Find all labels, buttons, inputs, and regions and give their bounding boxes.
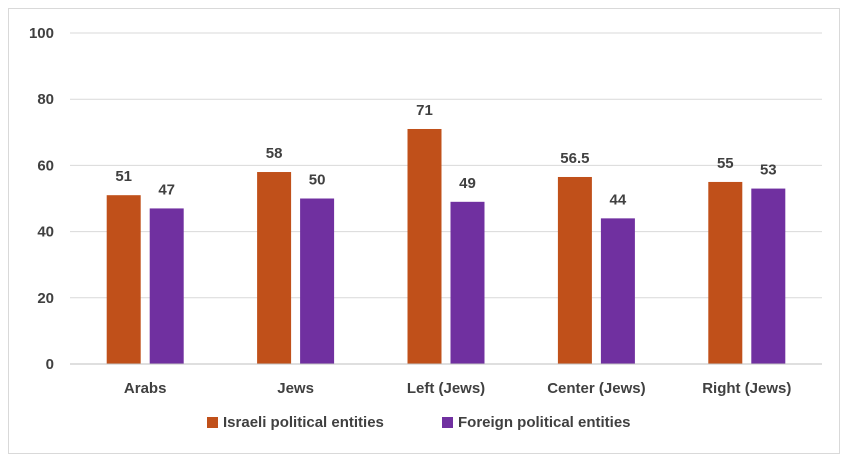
- bar-foreign-2: [450, 201, 485, 364]
- data-label: 71: [416, 102, 433, 119]
- bar-israeli-0: [106, 195, 141, 364]
- x-category-label: Center (Jews): [547, 380, 645, 397]
- y-tick-label: 0: [46, 356, 54, 373]
- data-label: 53: [760, 162, 777, 179]
- data-label: 58: [266, 145, 283, 162]
- legend-swatch: [442, 417, 453, 428]
- data-label: 49: [459, 175, 476, 192]
- bar-israeli-1: [257, 172, 292, 364]
- data-label: 55: [717, 155, 734, 172]
- x-category-label: Arabs: [124, 380, 167, 397]
- x-category-label: Left (Jews): [407, 380, 485, 397]
- bar-israeli-2: [407, 128, 442, 364]
- bar-israeli-3: [557, 176, 592, 364]
- bar-foreign-1: [300, 198, 335, 364]
- y-tick-label: 40: [37, 224, 54, 241]
- y-tick-label: 60: [37, 157, 54, 174]
- x-category-label: Right (Jews): [702, 380, 791, 397]
- data-label: 56.5: [560, 150, 589, 167]
- bar-foreign-0: [149, 208, 184, 364]
- x-category-label: Jews: [277, 380, 314, 397]
- data-label: 47: [158, 181, 175, 198]
- bar-foreign-4: [751, 188, 786, 364]
- data-label: 44: [610, 191, 627, 208]
- legend-swatch: [207, 417, 218, 428]
- legend-label: Israeli political entities: [223, 414, 384, 431]
- legend-label: Foreign political entities: [458, 414, 631, 431]
- y-tick-label: 20: [37, 290, 54, 307]
- data-label: 50: [309, 172, 326, 189]
- y-tick-label: 80: [37, 91, 54, 108]
- bar-foreign-3: [600, 218, 635, 364]
- data-label: 51: [115, 168, 132, 185]
- bar-israeli-4: [708, 181, 743, 364]
- y-tick-label: 100: [29, 25, 54, 42]
